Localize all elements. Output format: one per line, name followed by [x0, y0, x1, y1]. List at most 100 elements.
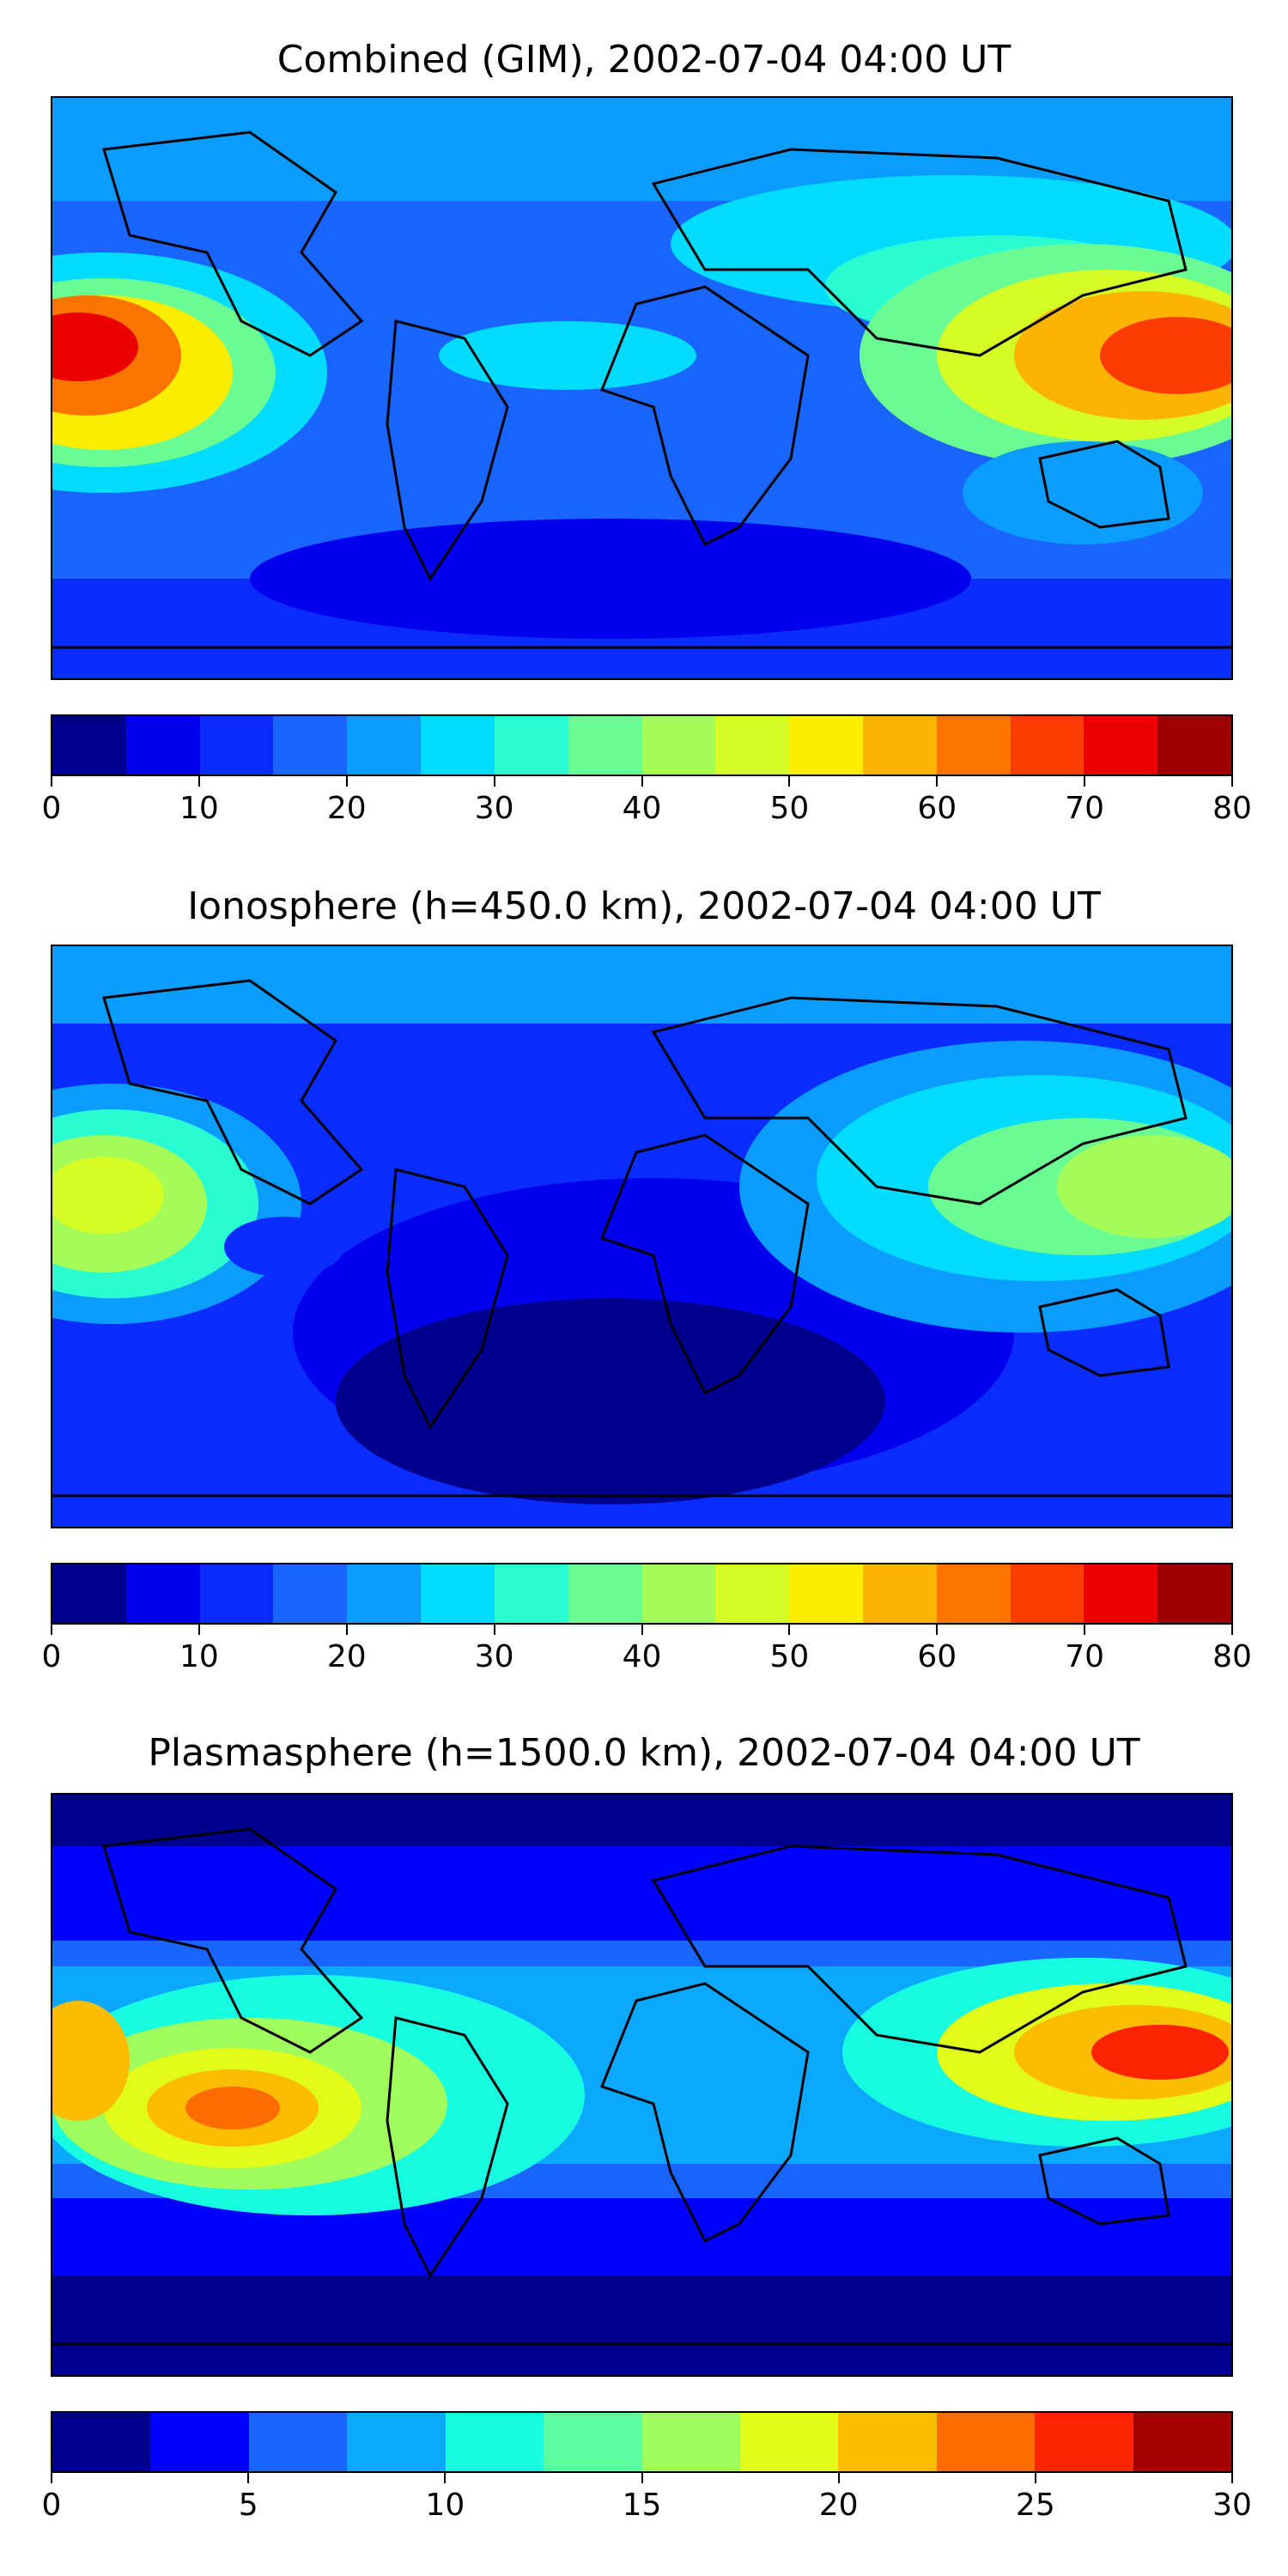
- colorbar-segment: [862, 716, 937, 775]
- colorbar-tick-label: 30: [1212, 2488, 1252, 2523]
- colorbar-segment: [715, 716, 790, 775]
- colorbar-ionosphere: [51, 1563, 1233, 1625]
- colorbar-segment: [52, 1564, 126, 1623]
- panel-title-ionosphere: Ionosphere (h=450.0 km), 2002-07-04 04:0…: [187, 884, 1101, 928]
- colorbar-segment: [199, 1564, 274, 1623]
- colorbar-segment: [421, 716, 495, 775]
- colorbar-segment: [273, 1564, 348, 1623]
- colorbar-tick-label: 0: [41, 1639, 62, 1674]
- colorbar-tick-label: 20: [818, 2488, 859, 2523]
- colorbar-tick-label: 30: [474, 791, 514, 826]
- colorbar-segment: [199, 716, 274, 775]
- colorbar-segment: [445, 2413, 544, 2471]
- colorbar-segment: [52, 2413, 151, 2471]
- colorbar-plasmasphere: [51, 2411, 1233, 2473]
- colorbar-segment: [1133, 2413, 1232, 2471]
- map-combined: [51, 96, 1233, 680]
- colorbar-tick: [51, 2473, 52, 2483]
- colorbar-tick: [1034, 2473, 1036, 2483]
- colorbar-segment: [494, 1564, 568, 1623]
- colorbar-tick: [51, 776, 52, 787]
- colorbar-segment: [936, 716, 1011, 775]
- map-plasmasphere: [51, 1793, 1233, 2377]
- tec-map-ionosphere: [52, 946, 1231, 1527]
- colorbar-segment: [568, 1564, 642, 1623]
- colorbar-tick: [197, 776, 200, 787]
- colorbar-tick: [1231, 2473, 1233, 2483]
- colorbar-tick-label: 5: [238, 2488, 258, 2523]
- colorbar-segment: [789, 1564, 863, 1623]
- colorbar-segment: [544, 2413, 642, 2471]
- colorbar-tick-label: 40: [622, 791, 662, 826]
- colorbar-tick-label: 0: [41, 2488, 62, 2523]
- colorbar-tick: [788, 776, 791, 787]
- colorbar-segment: [739, 2413, 839, 2471]
- colorbar-segment: [248, 2413, 348, 2471]
- panel-title-combined: Combined (GIM), 2002-07-04 04:00 UT: [276, 38, 1012, 82]
- colorbar-tick: [493, 776, 495, 787]
- colorbar-segment: [838, 2413, 937, 2471]
- colorbar-segment: [494, 716, 568, 775]
- colorbar-tick: [444, 2473, 447, 2483]
- colorbar-tick: [936, 1625, 939, 1635]
- colorbar-segment: [421, 1564, 495, 1623]
- colorbar-tick-label: 20: [326, 791, 367, 826]
- colorbar-tick: [51, 1625, 52, 1635]
- panel-title-plasmasphere: Plasmasphere (h=1500.0 km), 2002-07-04 0…: [148, 1731, 1140, 1775]
- colorbar-segment: [1084, 1564, 1158, 1623]
- tec-map-combined: [52, 98, 1231, 678]
- colorbar-tick: [788, 1625, 791, 1635]
- colorbar-tick: [345, 1625, 348, 1635]
- colorbar-segment: [273, 716, 348, 775]
- tec-map-plasmasphere: [52, 1795, 1231, 2375]
- colorbar-tick-label: 60: [917, 1639, 957, 1674]
- colorbar-tick-label: 10: [179, 1639, 219, 1674]
- colorbar-segment: [52, 716, 126, 775]
- colorbar-segment: [641, 716, 716, 775]
- colorbar-tick: [345, 776, 348, 787]
- colorbar-ticks-plasmasphere: 0 5 10 15 20 25 30: [42, 2473, 1252, 2524]
- colorbar-tick: [493, 1625, 495, 1635]
- colorbar-tick-label: 80: [1212, 1639, 1252, 1674]
- colorbar-segment: [150, 2413, 249, 2471]
- colorbar-tick: [837, 2473, 840, 2483]
- colorbar-segment: [1010, 1564, 1084, 1623]
- colorbar-tick-label: 50: [769, 791, 810, 826]
- colorbar-segment: [347, 2413, 446, 2471]
- colorbar-tick: [641, 1625, 643, 1635]
- colorbar-segment: [936, 1564, 1011, 1623]
- colorbar-tick-label: 70: [1065, 791, 1105, 826]
- colorbar-tick: [1084, 776, 1086, 787]
- colorbar-tick: [247, 2473, 250, 2483]
- colorbar-tick-label: 10: [179, 791, 219, 826]
- colorbar-ticks-combined: 0 10 20 30 40 50 60 70 80: [42, 776, 1252, 828]
- colorbar-tick-label: 15: [622, 2488, 662, 2523]
- colorbar-segment: [936, 2413, 1036, 2471]
- colorbar-segment: [125, 1564, 200, 1623]
- colorbar-tick-label: 10: [425, 2488, 465, 2523]
- colorbar-segment: [347, 716, 422, 775]
- colorbar-segment: [347, 1564, 422, 1623]
- colorbar-tick-label: 50: [769, 1639, 810, 1674]
- colorbar-segment: [1157, 1564, 1231, 1623]
- colorbar-segment: [715, 1564, 790, 1623]
- colorbar-tick-label: 60: [917, 791, 957, 826]
- colorbar-tick-label: 30: [474, 1639, 514, 1674]
- colorbar-segment: [789, 716, 863, 775]
- colorbar-segment: [1010, 716, 1084, 775]
- colorbar-segment: [125, 716, 200, 775]
- colorbar-segment: [1084, 716, 1158, 775]
- colorbar-tick: [1084, 1625, 1086, 1635]
- colorbar-tick-label: 25: [1015, 2488, 1055, 2523]
- colorbar-segment: [862, 1564, 937, 1623]
- colorbar-segment: [1035, 2413, 1133, 2471]
- colorbar-tick: [641, 776, 643, 787]
- colorbar-tick-label: 0: [41, 791, 62, 826]
- colorbar-tick: [936, 776, 939, 787]
- colorbar-segment: [641, 1564, 716, 1623]
- colorbar-ticks-ionosphere: 0 10 20 30 40 50 60 70 80: [42, 1625, 1252, 1676]
- map-ionosphere: [51, 945, 1233, 1528]
- colorbar-tick: [1231, 1625, 1233, 1635]
- colorbar-segment: [1157, 716, 1231, 775]
- colorbar-tick-label: 70: [1065, 1639, 1105, 1674]
